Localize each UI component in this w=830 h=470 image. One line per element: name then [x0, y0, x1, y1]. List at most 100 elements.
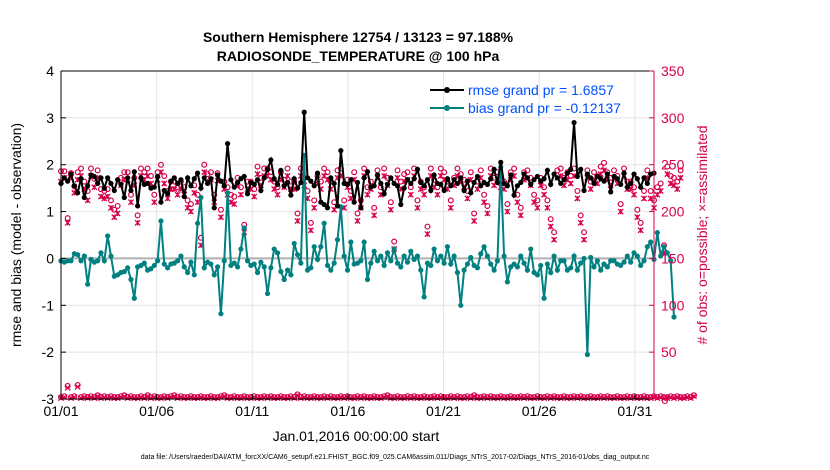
- obs-possible-marker: [447, 197, 454, 204]
- obs-assimilated-marker: [541, 191, 548, 198]
- obs-possible-marker: [134, 212, 141, 219]
- rmse-point: [161, 187, 167, 194]
- bias-point: [521, 260, 527, 266]
- y-tick-label-right: 250: [661, 157, 685, 173]
- rmse-point: [511, 192, 517, 198]
- obs-possible-marker: [371, 204, 378, 211]
- x-tick-label: 01/01: [43, 403, 78, 419]
- bias-point: [344, 267, 351, 273]
- obs-assimilated-marker: [231, 201, 238, 208]
- bias-point: [534, 272, 540, 278]
- bias-point: [308, 265, 314, 271]
- rmse-point: [464, 178, 471, 184]
- obs-rejected-assimilated-marker: [221, 393, 228, 400]
- obs-assimilated-marker: [171, 186, 178, 193]
- bias-point: [544, 261, 550, 267]
- bias-point: [85, 281, 91, 287]
- rmse-point: [358, 205, 364, 211]
- rmse-point: [354, 179, 361, 186]
- obs-possible-marker: [381, 165, 388, 172]
- bias-point: [251, 261, 257, 267]
- bias-point: [81, 253, 87, 259]
- bias-point: [198, 194, 204, 201]
- obs-assimilated-marker: [107, 204, 115, 211]
- bias-point: [214, 264, 221, 270]
- obs-assimilated-marker: [237, 191, 244, 198]
- obs-possible-marker: [231, 193, 238, 200]
- obs-rejected-possible-marker: [667, 393, 674, 400]
- obs-rejected-possible-marker: [324, 394, 331, 401]
- obs-rejected-possible-marker: [690, 392, 697, 399]
- obs-rejected-possible-marker: [684, 393, 691, 400]
- rmse-point: [351, 199, 357, 205]
- rmse-point: [554, 175, 560, 181]
- rmse-point: [311, 183, 317, 189]
- rmse-point: [361, 175, 367, 181]
- rmse-point: [561, 177, 567, 183]
- obs-possible-marker: [207, 169, 214, 176]
- obs-assimilated-marker: [630, 191, 638, 198]
- bias-point: [491, 267, 497, 273]
- bias-point: [178, 253, 184, 259]
- bias-point: [341, 253, 347, 259]
- obs-possible-marker: [294, 210, 301, 217]
- bias-point: [361, 239, 367, 245]
- obs-possible-marker: [124, 169, 131, 176]
- rmse-point: [564, 170, 570, 176]
- bias-point: [504, 279, 511, 285]
- bias-point: [401, 253, 407, 259]
- obs-possible-marker: [151, 191, 158, 198]
- obs-assimilated-marker: [407, 191, 414, 198]
- y-tick-label-left: -1: [42, 297, 55, 313]
- y-tick-label-left: 0: [46, 250, 54, 266]
- obs-assimilated-marker: [667, 180, 674, 187]
- y-tick-label-left: 3: [46, 110, 54, 126]
- rmse-point: [531, 177, 537, 183]
- obs-possible-marker: [217, 206, 224, 213]
- obs-assimilated-marker: [567, 180, 574, 187]
- obs-assimilated-marker: [151, 199, 158, 206]
- obs-possible-marker: [601, 159, 608, 166]
- obs-possible-marker: [534, 197, 541, 204]
- bias-point: [294, 252, 301, 258]
- obs-possible-marker: [427, 165, 434, 172]
- rmse-point: [168, 178, 174, 184]
- legend-rmse-label: rmse grand pr = 1.6857: [468, 82, 614, 98]
- obs-possible-marker: [654, 184, 661, 191]
- obs-possible-marker: [254, 163, 261, 170]
- bias-point: [334, 237, 341, 243]
- rmse-point: [468, 190, 474, 196]
- y-tick-label-right: 50: [661, 344, 677, 360]
- rmse-point: [574, 173, 580, 180]
- footer-data-file: data file: /Users/raeder/DAI/ATM_forcXX/…: [141, 454, 650, 461]
- chart-title-line2: RADIOSONDE_TEMPERATURE @ 100 hPa: [217, 48, 500, 64]
- obs-assimilated-marker: [271, 186, 278, 193]
- obs-assimilated-marker: [97, 193, 105, 200]
- bias-point: [388, 258, 394, 264]
- bias-point: [391, 246, 397, 252]
- rmse-point: [384, 181, 391, 187]
- bias-point: [664, 250, 670, 256]
- obs-assimilated-marker: [64, 219, 71, 226]
- bias-point: [598, 267, 604, 273]
- bias-point: [208, 261, 214, 267]
- bias-point: [324, 262, 331, 269]
- rmse-point: [291, 176, 297, 182]
- obs-rejected-assimilated-marker: [171, 393, 178, 400]
- rmse-point: [308, 178, 314, 184]
- obs-rejected-possible-marker: [84, 394, 91, 401]
- obs-assimilated-marker: [504, 208, 511, 215]
- obs-possible-marker: [524, 167, 531, 174]
- obs-assimilated-marker: [164, 195, 171, 202]
- bias-point: [218, 311, 224, 317]
- rmse-point: [424, 177, 431, 183]
- bias-point: [634, 253, 640, 259]
- rmse-point: [68, 171, 74, 177]
- obs-assimilated-marker: [274, 191, 281, 198]
- obs-assimilated-marker: [544, 204, 551, 211]
- bias-point: [108, 253, 114, 259]
- rmse-point: [241, 173, 247, 180]
- obs-possible-marker: [194, 191, 201, 198]
- obs-rejected-possible-marker: [674, 393, 681, 400]
- obs-assimilated-marker: [307, 227, 314, 234]
